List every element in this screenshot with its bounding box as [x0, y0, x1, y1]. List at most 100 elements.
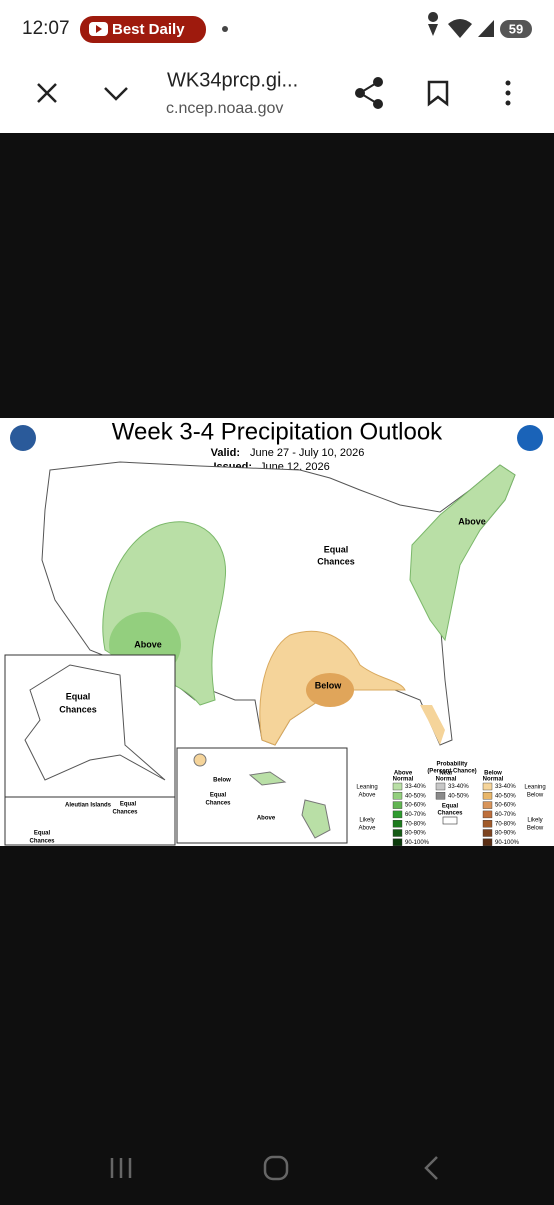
signal-icon [478, 20, 494, 37]
legend-swatch [392, 829, 403, 837]
share-button[interactable] [355, 77, 383, 109]
legend-equal: Chances [437, 811, 463, 817]
dot [222, 26, 228, 32]
valid-dates: June 27 - July 10, 2026 [250, 447, 364, 459]
legend-swatch [392, 820, 403, 828]
region-label: Above [257, 816, 276, 822]
legend-label: 40-50% [405, 793, 426, 799]
gulf-below-strong [306, 673, 354, 707]
legend-header: Normal [436, 777, 457, 783]
legend-swatch [482, 801, 493, 809]
region-label: Chances [59, 704, 97, 714]
legend-label: 60-70% [405, 812, 426, 818]
region-label: Chances [29, 839, 55, 845]
legend-header: Near [439, 771, 453, 777]
legend-swatch [392, 810, 403, 819]
legend-group: Above [358, 826, 376, 832]
legend-swatch [482, 782, 493, 791]
region-label: Equal [34, 831, 51, 837]
kauai [193, 753, 207, 767]
wifi-icon [448, 19, 472, 38]
legend-swatch [392, 801, 403, 809]
legend-label: 33-40% [448, 784, 469, 790]
legend-label: 50-60% [495, 803, 516, 809]
location-icon [428, 12, 439, 36]
legend-label: 80-90% [495, 831, 516, 837]
region-label: Equal [210, 793, 227, 799]
legend-header: Above [394, 771, 413, 777]
menu-button[interactable] [505, 80, 511, 106]
notification-text: Best Daily [112, 21, 185, 38]
legend-label: 70-80% [405, 821, 426, 827]
home-button[interactable] [263, 1155, 289, 1181]
region-label: Below [315, 680, 343, 690]
close-button[interactable] [37, 83, 57, 103]
yt-play [96, 25, 102, 33]
legend-swatch [435, 792, 446, 800]
legend-swatch [442, 816, 458, 825]
legend-swatch [482, 838, 493, 846]
legend-header: Below [484, 771, 502, 777]
legend-swatch [435, 782, 446, 791]
valid-label: Valid: [211, 447, 240, 459]
clock: 12:07 [22, 18, 70, 39]
battery-level: 59 [509, 21, 523, 36]
noaa-logo [517, 425, 543, 451]
legend-swatch [482, 810, 493, 819]
aleutian-inset [4, 796, 176, 846]
legend-group: Likely [527, 818, 542, 824]
region-label: Above [458, 516, 486, 526]
florida-below [420, 705, 445, 745]
legend-swatch [482, 792, 493, 800]
battery [500, 20, 532, 38]
legend-label: 33-40% [405, 784, 426, 790]
region-label: Equal [66, 691, 91, 701]
legend-swatch [482, 820, 493, 828]
legend-label: 60-70% [495, 812, 516, 818]
bookmark-button[interactable] [427, 80, 449, 107]
legend-group: Below [527, 826, 544, 832]
region-label: Below [213, 778, 231, 784]
legend-label: 50-60% [405, 803, 426, 809]
legend-group: Leaning [356, 785, 377, 791]
legend-group: Likely [359, 818, 374, 824]
legend-equal: Equal [442, 804, 459, 810]
page-title: WK34prcp.gi... [167, 69, 298, 91]
inset-title: Aleutian Islands [65, 803, 112, 809]
legend-label: 40-50% [495, 793, 516, 799]
legend-label: 40-50% [448, 793, 469, 799]
big-island [301, 799, 331, 839]
maui-group [248, 771, 287, 786]
notification-pill[interactable] [80, 16, 206, 43]
region-label: Chances [112, 810, 138, 816]
legend-swatch [482, 829, 493, 837]
legend-swatch [392, 792, 403, 800]
legend: Probability (Percent Chance) Leaning Abo… [356, 762, 546, 846]
region-label: Chances [205, 801, 231, 807]
legend-group: Below [527, 793, 544, 799]
legend-label: 70-80% [495, 821, 516, 827]
collapse-button[interactable] [104, 87, 128, 101]
east-above [409, 464, 516, 642]
region-label: Chances [317, 556, 355, 566]
legend-swatch [392, 782, 403, 791]
url: c.ncep.noaa.gov [166, 100, 283, 117]
doc-seal [10, 425, 36, 451]
legend-label: 80-90% [405, 831, 426, 837]
legend-label: 90-100% [405, 840, 430, 846]
legend-label: 33-40% [495, 784, 516, 790]
legend-label: 90-100% [495, 840, 520, 846]
back-button[interactable] [424, 1156, 438, 1180]
legend-group: Above [358, 793, 376, 799]
legend-header: Normal [483, 777, 504, 783]
alaska-outline [24, 664, 166, 781]
region-label: Above [134, 639, 162, 649]
region-label: Equal [324, 544, 349, 554]
recents-button[interactable] [110, 1158, 132, 1178]
legend-title: (Percent Chance) [427, 769, 476, 775]
nav-bar [110, 1155, 438, 1181]
legend-group: Leaning [524, 785, 545, 791]
region-label: Equal [120, 802, 137, 808]
